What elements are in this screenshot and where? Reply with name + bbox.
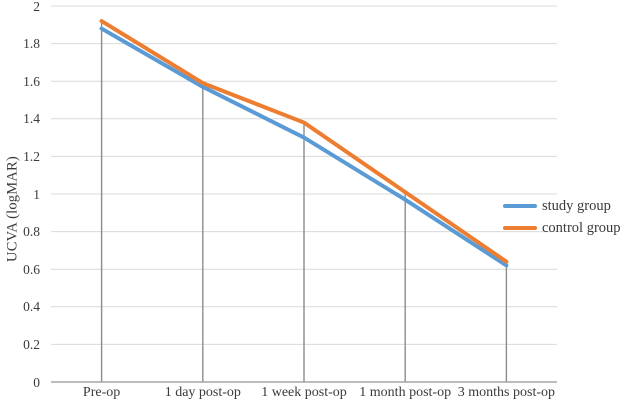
- legend-item-study-group: study group: [503, 195, 621, 217]
- y-tick-label: 0.2: [23, 336, 40, 352]
- x-category-label: 1 week post-op: [261, 385, 347, 400]
- series-line-control-group: [99, 19, 509, 264]
- y-tick-label: 1.8: [23, 36, 40, 52]
- y-tick-label: 1.2: [23, 148, 40, 164]
- y-tick-label: 0.6: [23, 261, 40, 277]
- control-group-line-swatch: [503, 226, 537, 230]
- legend-label-study-group: study group: [542, 197, 611, 214]
- legend: study group control group: [503, 195, 621, 239]
- y-tick-label: 0.4: [23, 299, 40, 315]
- x-category-label: 1 month post-op: [359, 385, 452, 400]
- legend-label-control-group: control group: [542, 219, 621, 236]
- x-category-label: 3 months post-op: [457, 385, 555, 400]
- series-line-study-group: [99, 26, 509, 268]
- y-axis-title: UCVA (logMAR): [4, 156, 21, 262]
- y-tick-label: 0.8: [23, 224, 40, 240]
- x-category-label: Pre-op: [82, 385, 121, 400]
- y-tick-label: 0: [33, 374, 40, 390]
- y-tick-label: 1.4: [23, 111, 40, 127]
- x-category-label: 1 day post-op: [164, 385, 241, 400]
- y-tick-label: 2: [33, 0, 40, 14]
- legend-item-control-group: control group: [503, 217, 621, 239]
- y-tick-label: 1.6: [23, 73, 40, 89]
- study-group-line-swatch: [503, 204, 537, 208]
- y-tick-label: 1: [33, 186, 40, 202]
